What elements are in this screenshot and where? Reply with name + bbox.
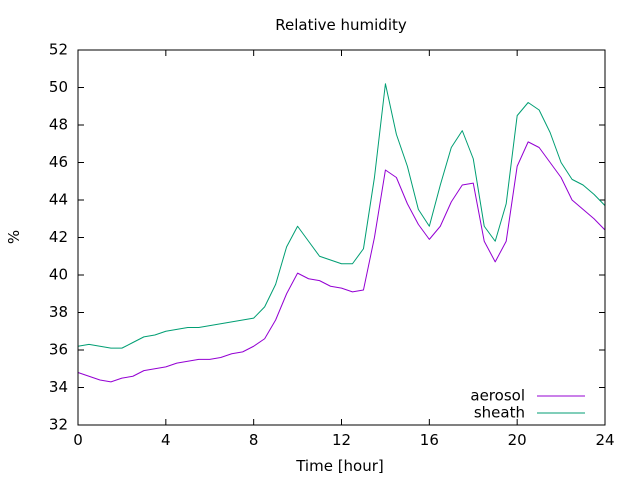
y-axis-label: % xyxy=(5,230,23,244)
y-tick-label: 38 xyxy=(49,303,68,321)
y-tick-label: 52 xyxy=(49,41,68,59)
y-tick-label: 46 xyxy=(49,153,68,171)
y-tick-label: 42 xyxy=(49,228,68,246)
y-tick-label: 48 xyxy=(49,116,68,134)
series-line-sheath xyxy=(77,83,606,349)
x-tick-label: 24 xyxy=(595,431,614,449)
x-tick-label: 16 xyxy=(420,431,439,449)
x-tick-label: 0 xyxy=(73,431,83,449)
series-lines xyxy=(77,83,606,383)
x-tick-label: 12 xyxy=(332,431,351,449)
y-tick-label: 34 xyxy=(49,378,68,396)
x-axis-label: Time [hour] xyxy=(295,457,384,475)
series-line-aerosol xyxy=(77,141,606,383)
legend-label-aerosol: aerosol xyxy=(470,387,525,405)
x-tick-label: 8 xyxy=(249,431,259,449)
y-tick-label: 36 xyxy=(49,341,68,359)
y-tick-label: 44 xyxy=(49,191,68,209)
y-tick-label: 32 xyxy=(49,416,68,434)
x-tick-label: 4 xyxy=(161,431,171,449)
chart-title: Relative humidity xyxy=(275,16,407,34)
legend-label-sheath: sheath xyxy=(474,404,525,422)
plot-frame xyxy=(77,49,606,426)
x-tick-label: 20 xyxy=(508,431,527,449)
y-tick-label: 40 xyxy=(49,266,68,284)
y-tick-label: 50 xyxy=(49,78,68,96)
